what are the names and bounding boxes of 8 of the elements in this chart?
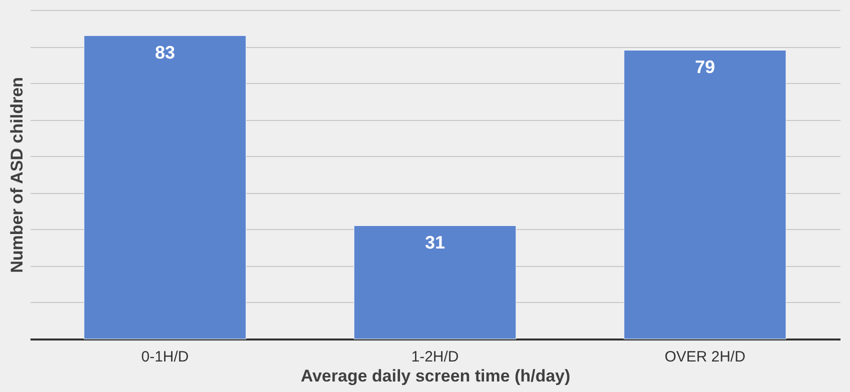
x-tick-label: 0-1H/D [141,348,189,366]
x-tick-label: 1-2H/D [411,348,459,366]
data-label: 83 [154,42,176,63]
data-label: 79 [694,57,716,78]
x-tick-label: OVER 2H/D [664,348,746,366]
data-label: 31 [424,232,446,253]
x-axis-title: Average daily screen time (h/day) [300,366,570,386]
y-axis-title: Number of ASD children [8,77,26,273]
